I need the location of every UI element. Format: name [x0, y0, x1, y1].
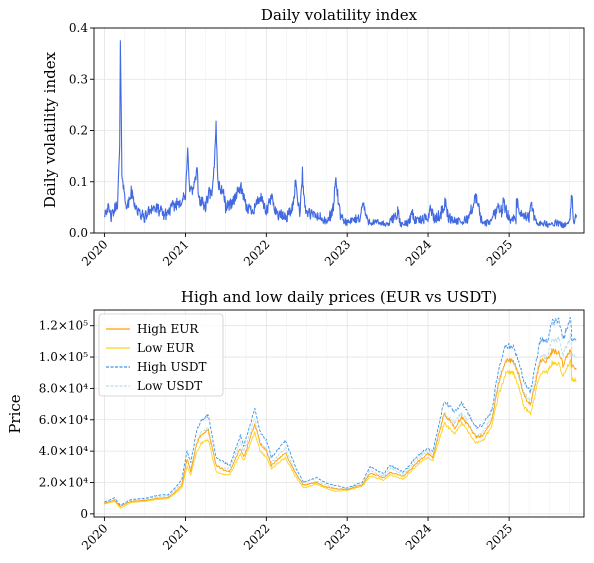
series-line-high-eur	[104, 347, 577, 507]
x-tick-label: 2020	[79, 237, 110, 268]
volatility-y-axis-label: Daily volatility index	[41, 51, 59, 208]
volatility-chart-title: Daily volatility index	[261, 6, 418, 24]
prices-series-lines	[104, 316, 577, 509]
y-tick-label: 0.3	[69, 72, 88, 86]
x-tick-label: 2024	[403, 237, 435, 269]
volatility-chart: Daily volatility index 0.0 0.1 0.2 0.3 0.4 2…	[41, 6, 585, 269]
series-line-high-usdt	[104, 316, 577, 506]
volatility-series-line	[103, 40, 578, 229]
x-tick-label: 2023	[322, 521, 353, 552]
x-tick-label: 2021	[160, 237, 191, 268]
legend-entry-label: High EUR	[137, 322, 199, 336]
y-tick-label: 2.0×10⁴	[39, 476, 88, 490]
legend-box	[98, 313, 224, 397]
prices-x-ticks: 2020 2021 2022 2023 2024 2025	[79, 517, 515, 553]
volatility-x-ticks: 2020 2021 2022 2023 2024 2025	[79, 233, 515, 269]
x-tick-label: 2025	[484, 521, 515, 552]
x-tick-label: 2024	[403, 521, 435, 553]
prices-legend: High EUR Low EUR High USDT Low USDT	[98, 313, 224, 397]
y-tick-label: 6.0×10⁴	[39, 413, 88, 427]
prices-chart: High and low daily prices (EUR vs USDT) …	[6, 288, 585, 553]
legend-entry-label: High USDT	[137, 360, 207, 374]
prices-plot-frame	[93, 309, 585, 518]
y-tick-label: 0.0	[69, 226, 88, 240]
y-tick-label: 0	[80, 507, 88, 521]
prices-y-ticks: 0 2.0×10⁴ 4.0×10⁴ 6.0×10⁴ 8.0×10⁴ 1.0×10⁵ 1.2×…	[39, 319, 94, 521]
y-tick-label: 0.4	[69, 21, 88, 35]
legend-entry-label: Low EUR	[137, 341, 195, 355]
y-tick-label: 1.2×10⁵	[39, 319, 88, 333]
volatility-grid	[94, 27, 584, 234]
x-tick-label: 2020	[79, 521, 110, 552]
y-tick-label: 0.1	[69, 175, 88, 189]
volatility-y-ticks: 0.0 0.1 0.2 0.3 0.4	[69, 21, 94, 240]
series-line-low-eur	[104, 358, 577, 509]
legend-entry-label: Low USDT	[137, 379, 202, 393]
x-tick-label: 2023	[322, 237, 353, 268]
x-tick-label: 2025	[484, 237, 515, 268]
y-tick-label: 1.0×10⁵	[39, 350, 88, 364]
x-tick-label: 2022	[241, 237, 272, 268]
x-tick-label: 2021	[160, 521, 191, 552]
x-tick-label: 2022	[241, 521, 272, 552]
y-tick-label: 8.0×10⁴	[39, 381, 88, 395]
prices-y-axis-label: Price	[6, 394, 24, 433]
prices-chart-title: High and low daily prices (EUR vs USDT)	[181, 288, 497, 306]
y-tick-label: 0.2	[69, 124, 88, 138]
y-tick-label: 4.0×10⁴	[39, 444, 88, 458]
